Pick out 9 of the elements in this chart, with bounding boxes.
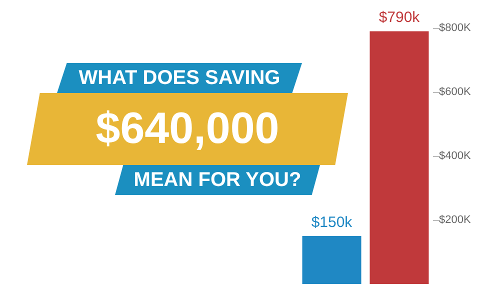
y-tick-label: $400K [439,150,472,162]
text: $640,000 [96,104,280,154]
y-tick-label: $600K [439,86,472,98]
y-tick-label: $800K [439,22,472,34]
data-label: $790k [378,9,420,26]
data-label: $150k [311,214,353,231]
annotation: MEAN FOR YOU? [134,168,302,192]
text: WHAT DOES SAVING [78,66,280,90]
y-tick-label: $200K [439,214,472,226]
